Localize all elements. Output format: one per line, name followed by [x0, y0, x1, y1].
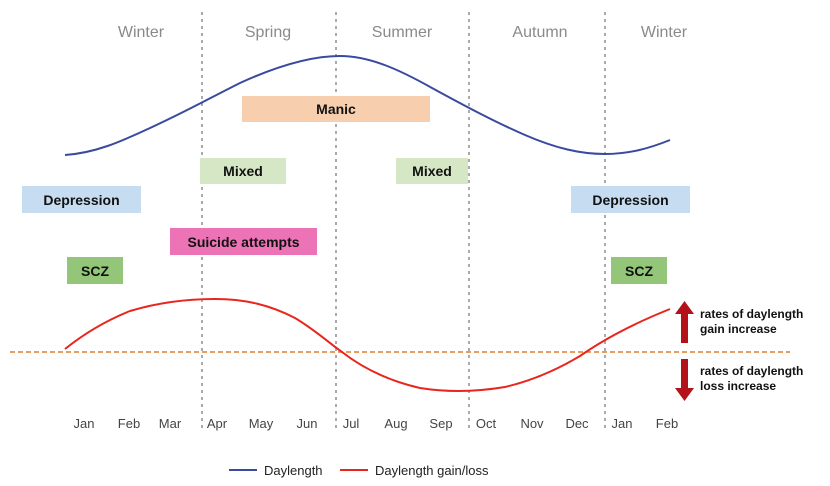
- mixed-box-spring: Mixed: [200, 158, 286, 184]
- gain-loss-curve: [64, 297, 671, 392]
- daylength-curve: [64, 54, 671, 156]
- month-label-dec: Dec: [565, 416, 589, 431]
- loss-increase-label: rates of daylength loss increase: [700, 364, 804, 393]
- legend: Daylength Daylength gain/loss: [229, 463, 489, 478]
- season-label-winter: Winter: [118, 24, 165, 41]
- month-label-jul: Jul: [343, 416, 360, 431]
- month-label-jan: Jan: [74, 416, 95, 431]
- arrow-up-icon: [675, 301, 694, 343]
- manic-box: Manic: [242, 96, 430, 122]
- season-label-autumn: Autumn: [512, 24, 567, 41]
- month-label-jan-2: Jan: [612, 416, 633, 431]
- legend-gain-loss-label: Daylength gain/loss: [375, 463, 489, 478]
- month-label-may: May: [249, 416, 274, 431]
- month-label-aug: Aug: [384, 416, 407, 431]
- season-dividers: [201, 12, 606, 432]
- month-label-feb: Feb: [118, 416, 140, 431]
- gain-increase-label: rates of daylength gain increase: [700, 307, 804, 336]
- scz-box-winter-2: SCZ: [611, 257, 667, 284]
- month-label-mar: Mar: [159, 416, 182, 431]
- month-label-nov: Nov: [520, 416, 544, 431]
- scz-box-winter: SCZ: [67, 257, 123, 284]
- season-label-spring: Spring: [245, 24, 291, 41]
- season-label-summer: Summer: [372, 24, 433, 41]
- month-label-oct: Oct: [476, 416, 497, 431]
- legend-daylength-label: Daylength: [264, 463, 323, 478]
- month-label-feb-2: Feb: [656, 416, 678, 431]
- month-label-jun: Jun: [297, 416, 318, 431]
- month-label-sep: Sep: [429, 416, 452, 431]
- month-label-apr: Apr: [207, 416, 228, 431]
- mixed-box-summer: Mixed: [396, 158, 468, 184]
- arrow-down-icon: [675, 359, 694, 401]
- depression-box-winter: Depression: [22, 186, 141, 213]
- suicide-attempts-box: Suicide attempts: [170, 228, 317, 255]
- season-label-winter-2: Winter: [641, 24, 688, 41]
- depression-box-winter-2: Depression: [571, 186, 690, 213]
